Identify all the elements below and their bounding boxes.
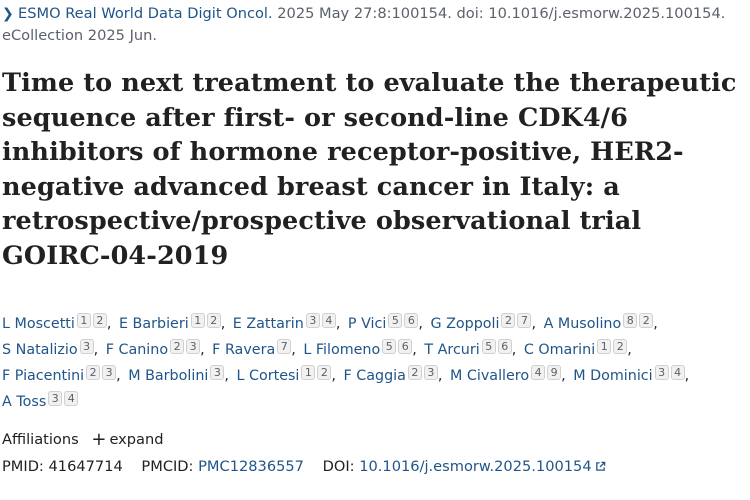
affiliation-number-button[interactable]: 3 <box>79 339 94 354</box>
author-item: A Toss 3 4 <box>2 391 79 410</box>
plus-icon: + <box>91 429 107 450</box>
author-name-link[interactable]: E Zattarin <box>232 316 304 332</box>
author-item: F Canino 2 3, <box>105 339 205 358</box>
affiliation-number-button[interactable]: 8 <box>623 313 638 328</box>
affiliation-number-button[interactable]: 2 <box>613 339 628 354</box>
affiliations-row: Affiliations + expand <box>2 429 164 451</box>
citation-line: ❯ ESMO Real World Data Digit Oncol. 2025 … <box>2 3 742 47</box>
affiliation-number-button[interactable]: 6 <box>398 339 413 354</box>
author-name-link[interactable]: F Ravera <box>212 342 276 358</box>
article-title: Time to next treatment to evaluate the t… <box>2 68 737 271</box>
author-name-link[interactable]: C Omarini <box>523 342 596 358</box>
affiliation-number-button[interactable]: 5 <box>481 339 496 354</box>
author-item: T Arcuri 5 6, <box>424 339 517 358</box>
author-item: E Barbieri 1 2, <box>118 313 226 332</box>
doi-value: 10.1016/j.esmorw.2025.100154 <box>359 458 592 475</box>
affiliation-number-button[interactable]: 5 <box>388 313 403 328</box>
author-item: L Moscetti 1 2, <box>2 313 112 332</box>
pmcid-label: PMCID: <box>141 458 194 475</box>
author-item: E Zattarin 3 4, <box>232 313 341 332</box>
author-item: M Civallero 4 9, <box>450 365 566 384</box>
affiliation-number-button[interactable]: 1 <box>76 313 91 328</box>
expand-label: expand <box>109 431 164 448</box>
affiliation-number-button[interactable]: 1 <box>301 365 316 380</box>
author-name-link[interactable]: A Toss <box>2 394 47 410</box>
pmcid-link[interactable]: PMC12836557 <box>198 458 304 475</box>
author-list: L Moscetti 1 2, E Barbieri 1 2, E Zattarin 3 4… <box>2 311 744 415</box>
author-name-link[interactable]: L Cortesi <box>236 368 300 384</box>
affiliation-number-button[interactable]: 2 <box>92 313 107 328</box>
pmid-value: 41647714 <box>48 458 123 475</box>
author-name-link[interactable]: L Moscetti <box>2 316 75 332</box>
author-name-link[interactable]: M Barbolini <box>128 368 209 384</box>
affiliation-number-button[interactable]: 6 <box>497 339 512 354</box>
affiliation-number-button[interactable]: 2 <box>639 313 654 328</box>
author-name-link[interactable]: G Zoppoli <box>430 316 500 332</box>
affiliation-number-button[interactable]: 2 <box>317 365 332 380</box>
affiliation-number-button[interactable]: 3 <box>654 365 669 380</box>
author-name-link[interactable]: F Piacentini <box>2 368 85 384</box>
author-item: L Cortesi 1 2, <box>236 365 336 384</box>
affiliation-number-button[interactable]: 3 <box>102 365 117 380</box>
affiliation-number-button[interactable]: 2 <box>86 365 101 380</box>
affiliation-number-button[interactable]: 3 <box>305 313 320 328</box>
affiliation-number-button[interactable]: 6 <box>404 313 419 328</box>
affiliation-number-button[interactable]: 1 <box>190 313 205 328</box>
author-item: F Caggia 2 3, <box>343 365 443 384</box>
author-item: M Dominici 3 4, <box>573 365 690 384</box>
author-item: P Vici 5 6, <box>347 313 423 332</box>
doi-link[interactable]: 10.1016/j.esmorw.2025.100154 <box>359 458 605 475</box>
author-name-link[interactable]: F Canino <box>105 342 169 358</box>
chevron-right-icon[interactable]: ❯ <box>2 6 14 22</box>
author-item: A Musolino 8 2, <box>543 313 658 332</box>
author-item: F Piacentini 2 3, <box>2 365 121 384</box>
affiliation-number-button[interactable]: 3 <box>210 365 225 380</box>
author-item: M Barbolini 3, <box>128 365 229 384</box>
affiliation-number-button[interactable]: 1 <box>597 339 612 354</box>
identifiers-row: PMID: 41647714 PMCID: PMC12836557 DOI: 1… <box>2 456 606 478</box>
affiliation-number-button[interactable]: 7 <box>277 339 292 354</box>
affiliation-number-button[interactable]: 5 <box>382 339 397 354</box>
affiliation-number-button[interactable]: 4 <box>670 365 685 380</box>
affiliation-number-button[interactable]: 4 <box>64 391 79 406</box>
affiliation-number-button[interactable]: 2 <box>407 365 422 380</box>
affiliations-expand-button[interactable]: + expand <box>91 429 164 450</box>
affiliation-number-button[interactable]: 7 <box>517 313 532 328</box>
author-name-link[interactable]: T Arcuri <box>424 342 480 358</box>
author-name-link[interactable]: M Dominici <box>573 368 653 384</box>
external-link-icon <box>595 461 605 471</box>
affiliation-number-button[interactable]: 3 <box>423 365 438 380</box>
citation-details: 2025 May 27:8:100154. doi: 10.1016/j.esm… <box>2 5 726 44</box>
author-name-link[interactable]: A Musolino <box>543 316 622 332</box>
affiliation-number-button[interactable]: 2 <box>206 313 221 328</box>
author-name-link[interactable]: E Barbieri <box>118 316 189 332</box>
author-name-link[interactable]: M Civallero <box>450 368 530 384</box>
affiliation-number-button[interactable]: 2 <box>501 313 516 328</box>
author-name-link[interactable]: L Filomeno <box>303 342 381 358</box>
author-item: C Omarini 1 2, <box>523 339 632 358</box>
affiliations-label: Affiliations <box>2 431 79 448</box>
doi-label: DOI: <box>322 458 355 475</box>
journal-link[interactable]: ESMO Real World Data Digit Oncol. <box>18 5 273 22</box>
affiliation-number-button[interactable]: 3 <box>48 391 63 406</box>
author-item: S Natalizio 3, <box>2 339 99 358</box>
author-name-link[interactable]: S Natalizio <box>2 342 78 358</box>
affiliation-number-button[interactable]: 9 <box>547 365 562 380</box>
author-item: G Zoppoli 2 7, <box>430 313 537 332</box>
author-item: L Filomeno 5 6, <box>303 339 417 358</box>
author-name-link[interactable]: F Caggia <box>343 368 406 384</box>
affiliation-number-button[interactable]: 3 <box>186 339 201 354</box>
affiliation-number-button[interactable]: 4 <box>531 365 546 380</box>
pmid-label: PMID: <box>2 458 44 475</box>
author-item: F Ravera 7, <box>212 339 296 358</box>
affiliation-number-button[interactable]: 4 <box>321 313 336 328</box>
author-name-link[interactable]: P Vici <box>347 316 387 332</box>
affiliation-number-button[interactable]: 2 <box>170 339 185 354</box>
